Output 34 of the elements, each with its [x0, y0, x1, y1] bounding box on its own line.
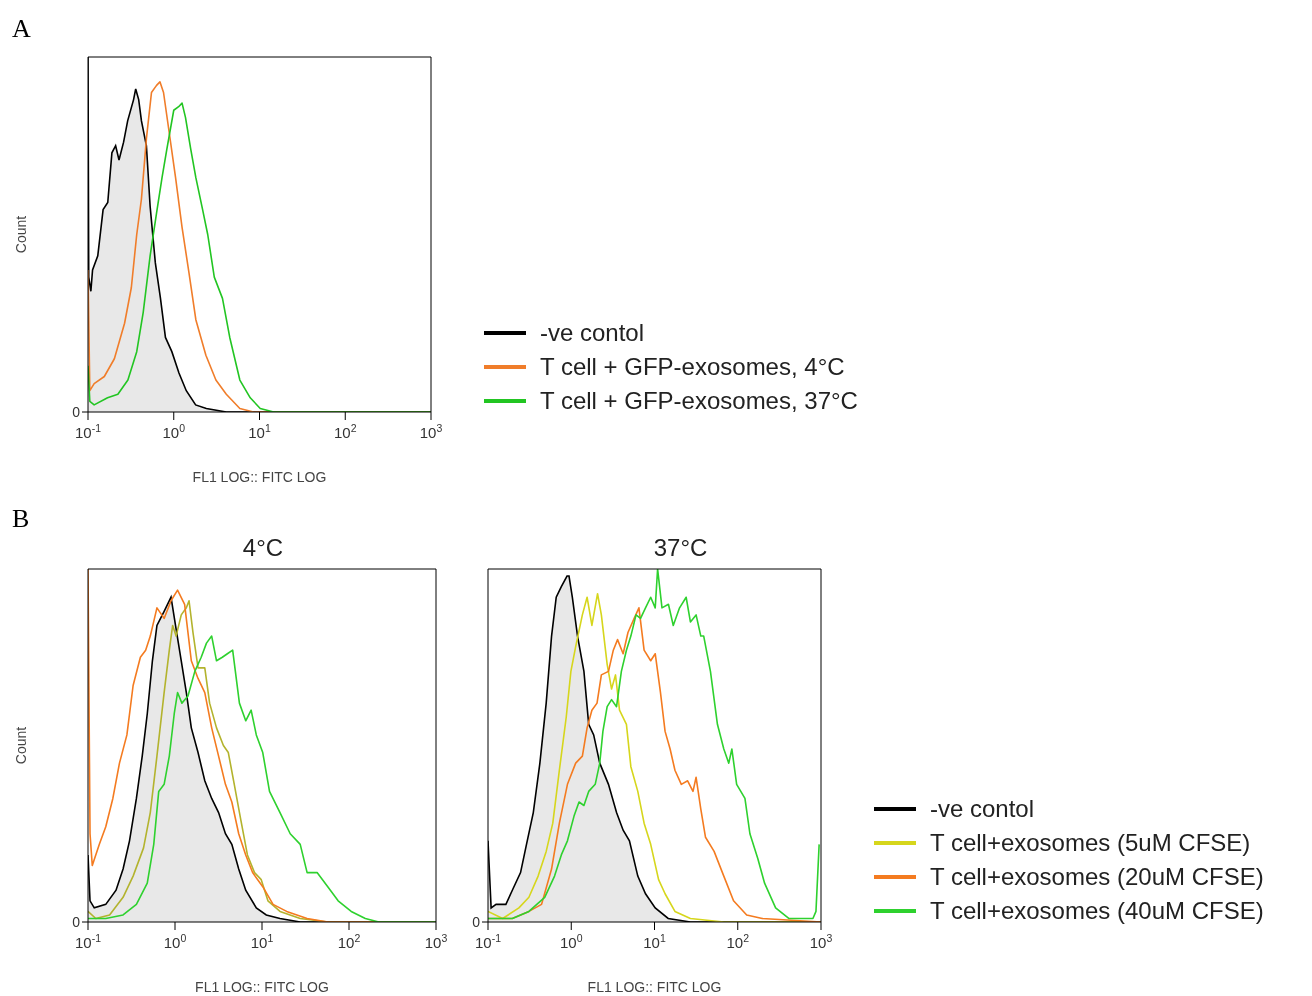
x-tick-label: 10$^{3}$	[809, 932, 833, 951]
y-axis-title: Count	[13, 726, 29, 765]
x-tick-label: 10$^{0}$	[162, 422, 186, 441]
x-tick-label: 10$^{-1}$	[74, 422, 102, 441]
text: 0	[72, 403, 81, 420]
x-tick-label: 10$^{2}$	[333, 422, 357, 441]
x-tick-label: 10$^{1}$	[248, 422, 271, 441]
legend-label: T cell + GFP-exosomes, 37°C	[540, 386, 858, 416]
text: A	[12, 14, 31, 44]
y-axis-title: Count	[13, 215, 29, 254]
legend-label: T cell+exosomes (20uM CFSE)	[930, 862, 1264, 892]
x-tick-label: 10$^{1}$	[250, 932, 274, 951]
x-axis-title: FL1 LOG:: FITC LOG	[195, 979, 329, 995]
legend-label: T cell+exosomes (40uM CFSE)	[930, 896, 1264, 926]
x-axis-title: FL1 LOG:: FITC LOG	[587, 979, 722, 995]
x-tick-label: 10$^{1}$	[643, 932, 666, 951]
x-tick-label: 10$^{2}$	[337, 932, 361, 951]
x-tick-label: 10$^{3}$	[424, 932, 448, 951]
x-tick-label: 10$^{-1}$	[474, 932, 502, 951]
legend-label: -ve contol	[930, 794, 1035, 824]
x-axis-title: FL1 LOG:: FITC LOG	[192, 469, 327, 485]
text: 0	[72, 913, 81, 930]
text: 0	[472, 913, 481, 930]
x-tick-label: 10$^{0}$	[163, 932, 187, 951]
legend-label: T cell+exosomes (5uM CFSE)	[930, 828, 1251, 858]
x-tick-label: 10$^{-1}$	[74, 932, 102, 951]
chart-title: 37°C	[652, 534, 709, 562]
x-tick-label: 10$^{2}$	[726, 932, 750, 951]
x-tick-label: 10$^{3}$	[419, 422, 443, 441]
legend-label: -ve contol	[540, 318, 645, 348]
x-tick-label: 10$^{0}$	[559, 932, 583, 951]
chart-title: 4°C	[241, 534, 285, 562]
text: B	[12, 504, 30, 534]
legend-label: T cell + GFP-exosomes, 4°C	[540, 352, 845, 382]
